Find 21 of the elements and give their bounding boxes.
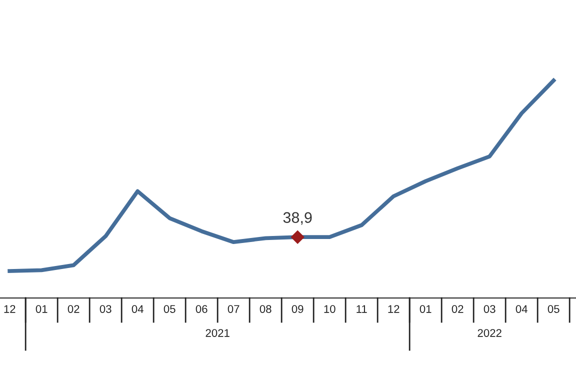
x-tick-label: 07: [228, 305, 240, 313]
x-tick-label: 08: [260, 305, 272, 313]
x-tick-label: 11: [356, 305, 367, 313]
text: 2021: [206, 329, 230, 337]
x-tick-label: 09: [292, 305, 304, 313]
text: 2022: [478, 329, 502, 337]
x-tick-label: 06: [196, 305, 208, 313]
x-tick-label: 12: [388, 305, 400, 313]
x-tick-label: 02: [68, 305, 80, 313]
annotation: 38,9: [283, 212, 312, 225]
x-tick-label: 02: [452, 305, 464, 313]
x-tick-label: 01: [36, 305, 48, 313]
x-tick-label: 03: [100, 305, 112, 313]
x-tick-label: 01: [420, 305, 432, 313]
x-tick-label: 10: [324, 305, 336, 313]
x-tick-label: 12: [4, 305, 16, 313]
x-tick-label: 03: [484, 305, 496, 313]
x-tick-label: 05: [548, 305, 560, 313]
x-tick-label: 04: [516, 305, 528, 313]
x-tick-label: 04: [132, 305, 144, 313]
x-tick-label: 05: [164, 305, 176, 313]
